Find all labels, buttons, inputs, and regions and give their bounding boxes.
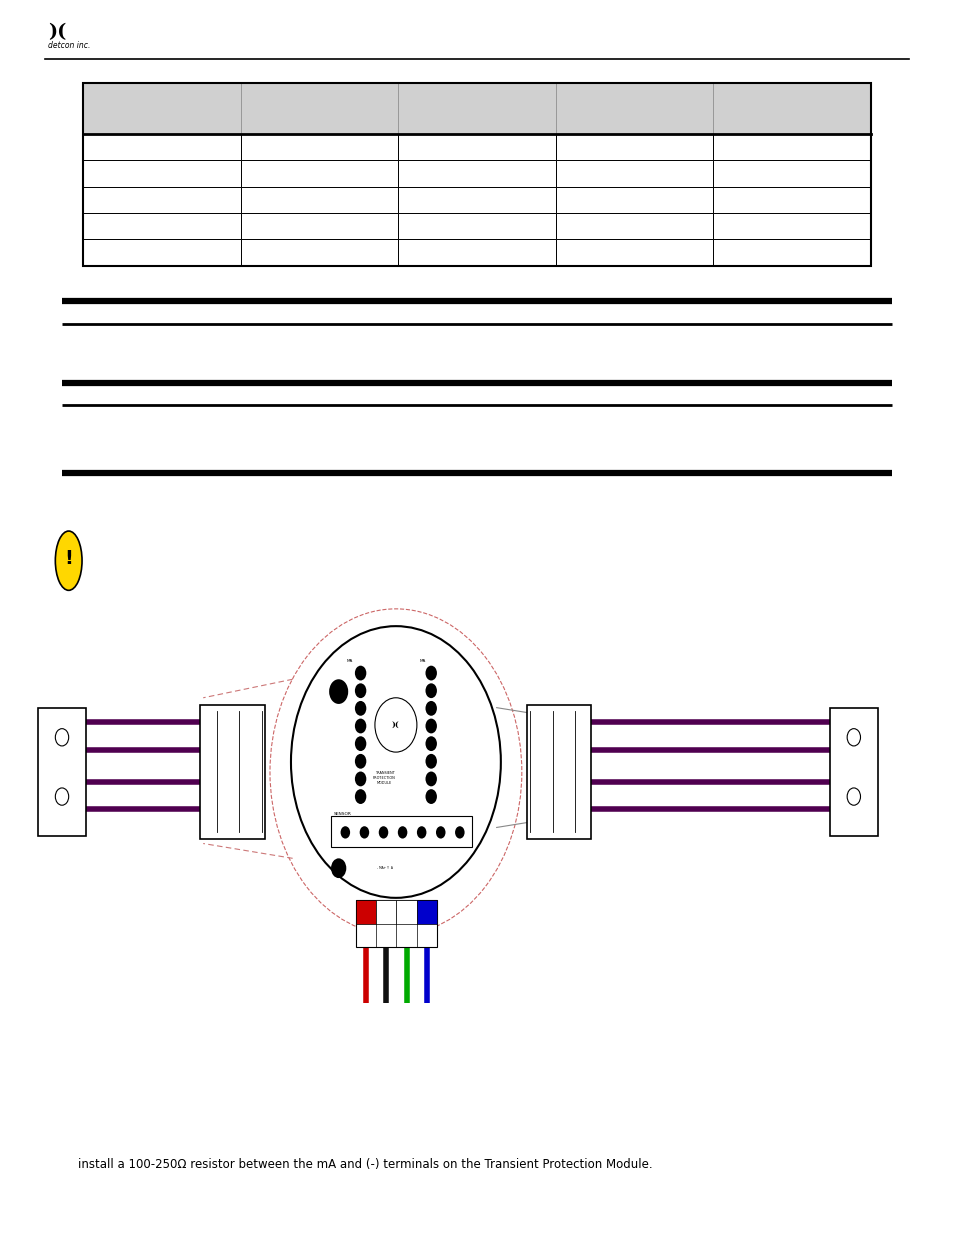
Bar <box>556 133 713 161</box>
Bar <box>200 705 265 839</box>
Bar <box>556 240 713 266</box>
Bar <box>556 161 713 186</box>
Bar <box>556 212 713 240</box>
Bar <box>83 161 240 186</box>
Bar <box>83 83 240 133</box>
Bar <box>240 133 397 161</box>
Bar <box>355 900 436 947</box>
Bar <box>713 83 870 133</box>
Bar <box>397 186 556 212</box>
Text: install a 100-250Ω resistor between the mA and (-) terminals on the Transient Pr: install a 100-250Ω resistor between the … <box>78 1157 652 1171</box>
Circle shape <box>425 719 436 734</box>
Circle shape <box>355 789 366 804</box>
Bar <box>331 816 472 847</box>
Bar <box>375 900 396 924</box>
Ellipse shape <box>55 531 82 590</box>
Circle shape <box>355 666 366 680</box>
Text: )(: )( <box>48 23 66 42</box>
Bar <box>83 83 870 266</box>
Text: TRANSIENT
PROTECTION
MODULE: TRANSIENT PROTECTION MODULE <box>373 771 395 785</box>
Bar <box>83 240 240 266</box>
Bar <box>556 186 713 212</box>
Bar <box>713 240 870 266</box>
Circle shape <box>416 826 426 839</box>
Bar <box>713 161 870 186</box>
Bar <box>83 133 240 161</box>
Bar <box>556 83 713 133</box>
Circle shape <box>331 858 346 878</box>
Circle shape <box>355 683 366 698</box>
Text: detcon inc.: detcon inc. <box>48 41 90 49</box>
Circle shape <box>375 698 416 752</box>
Bar <box>240 83 397 133</box>
Text: MA: MA <box>419 658 426 663</box>
Circle shape <box>329 679 348 704</box>
Bar <box>83 212 240 240</box>
Bar <box>38 708 86 836</box>
Circle shape <box>359 826 369 839</box>
Bar <box>416 900 436 924</box>
Circle shape <box>291 626 500 898</box>
Circle shape <box>355 772 366 787</box>
Circle shape <box>436 826 445 839</box>
Circle shape <box>455 826 464 839</box>
Bar <box>396 900 416 924</box>
Bar <box>397 133 556 161</box>
Circle shape <box>425 666 436 680</box>
Circle shape <box>378 826 388 839</box>
Bar <box>397 161 556 186</box>
Bar <box>526 705 591 839</box>
Circle shape <box>425 701 436 716</box>
Bar <box>355 900 375 924</box>
Text: - MA+ Y  A: - MA+ Y A <box>376 866 393 871</box>
Bar <box>397 83 556 133</box>
Bar <box>713 133 870 161</box>
Circle shape <box>425 789 436 804</box>
Bar <box>713 186 870 212</box>
Bar <box>240 186 397 212</box>
Circle shape <box>355 719 366 734</box>
Circle shape <box>425 736 436 751</box>
Bar <box>240 240 397 266</box>
Bar <box>240 161 397 186</box>
Bar <box>713 212 870 240</box>
Bar <box>83 186 240 212</box>
Bar <box>829 708 877 836</box>
Circle shape <box>425 753 436 768</box>
Bar <box>397 212 556 240</box>
Circle shape <box>425 772 436 787</box>
Circle shape <box>355 753 366 768</box>
Text: )(: )( <box>392 721 399 729</box>
Circle shape <box>340 826 350 839</box>
Text: SENSOR: SENSOR <box>334 811 352 816</box>
Circle shape <box>397 826 407 839</box>
Circle shape <box>355 736 366 751</box>
Bar <box>397 240 556 266</box>
Bar <box>240 212 397 240</box>
Text: !: ! <box>64 548 73 568</box>
Text: MA: MA <box>346 658 353 663</box>
Circle shape <box>425 683 436 698</box>
Circle shape <box>355 701 366 716</box>
